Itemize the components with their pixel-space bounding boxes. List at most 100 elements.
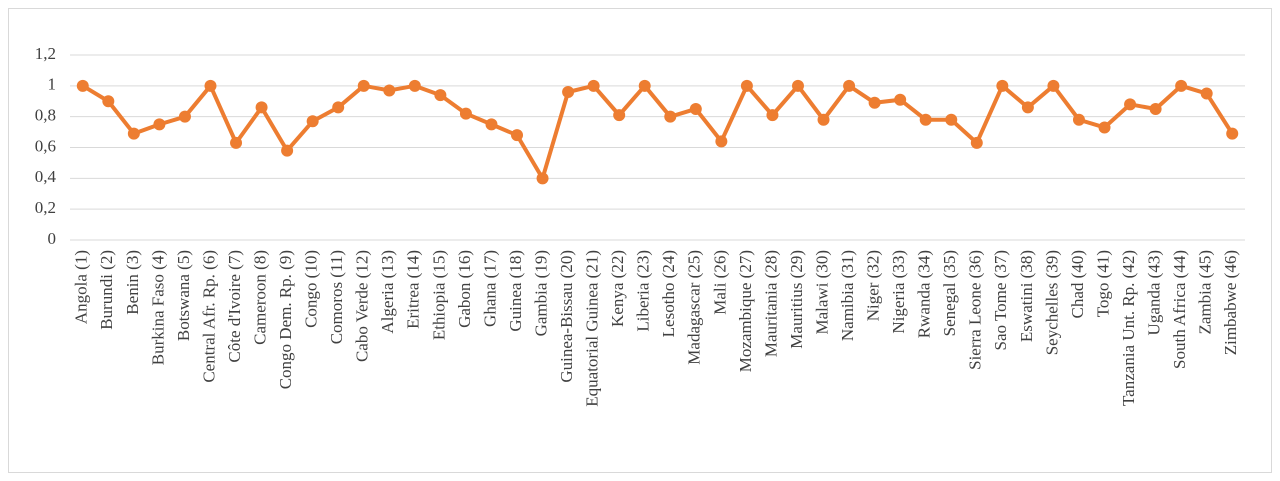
x-tick-label: Namibia (31): [838, 250, 857, 341]
data-point: [919, 113, 932, 126]
x-tick-label: Mauritius (29): [787, 250, 806, 349]
x-tick-label: Niger (32): [864, 250, 883, 321]
y-tick-label: 1: [48, 75, 57, 94]
x-tick-label: Ghana (17): [480, 250, 499, 327]
data-point: [255, 101, 268, 114]
x-tick-label: Congo (10): [302, 250, 321, 328]
x-tick-label: Zimbabwe (46): [1221, 250, 1240, 355]
data-point: [664, 110, 677, 123]
x-tick-label: Nigeria (33): [889, 250, 908, 334]
data-point: [127, 127, 140, 140]
data-point: [485, 118, 498, 131]
x-tick-label: Cabo Verde (12): [353, 250, 372, 362]
data-point: [281, 144, 294, 157]
x-tick-label: Malawi (30): [812, 250, 831, 335]
x-tick-label: Botswana (5): [174, 250, 193, 341]
x-tick-label: Gambia (19): [531, 250, 550, 336]
x-tick-label: Benin (3): [123, 250, 142, 315]
x-tick-label: Uganda (43): [1145, 250, 1164, 335]
y-tick-label: 1,2: [35, 44, 56, 63]
data-point: [689, 102, 702, 115]
data-point: [791, 79, 804, 92]
data-point: [562, 86, 575, 98]
data-point: [996, 79, 1009, 92]
x-tick-label: Mozambique (27): [736, 250, 755, 372]
data-point: [204, 79, 217, 92]
y-tick-label: 0,2: [35, 198, 56, 217]
data-point: [638, 79, 651, 92]
data-point: [511, 129, 524, 142]
x-tick-label: Liberia (23): [634, 250, 653, 332]
data-point: [1226, 127, 1239, 140]
x-tick-label: Equatorial Guinea (21): [583, 250, 602, 407]
data-point: [1072, 113, 1085, 126]
x-tick-label: Lesotho (24): [659, 250, 678, 337]
x-tick-label: Eswatini (38): [1017, 250, 1036, 342]
x-tick-label: Mauritania (28): [761, 250, 780, 357]
x-tick-label: Eritrea (14): [404, 250, 423, 329]
data-point: [970, 136, 983, 149]
x-tick-label: Madagascar (25): [685, 250, 704, 365]
data-point: [408, 79, 421, 92]
data-point: [740, 79, 753, 92]
x-tick-label: Guinea-Bissau (20): [557, 250, 576, 383]
y-tick-label: 0,6: [35, 136, 56, 155]
x-tick-label: Zambia (45): [1196, 250, 1215, 335]
data-line: [81, 83, 1234, 181]
data-point: [230, 136, 243, 149]
x-tick-label: South Africa (44): [1170, 250, 1189, 369]
data-point: [536, 172, 549, 185]
data-point: [153, 118, 166, 131]
y-tick-label: 0,4: [35, 167, 57, 186]
data-point: [332, 101, 345, 114]
data-point: [894, 93, 907, 106]
data-point: [587, 79, 600, 92]
data-point: [1021, 101, 1034, 114]
x-tick-label: Algeria (13): [378, 250, 397, 334]
data-point: [766, 109, 779, 122]
x-tick-label: Kenya (22): [608, 250, 627, 327]
x-tick-label: Congo Dem. Rp. (9): [276, 250, 295, 389]
x-tick-label: Guinea (18): [506, 250, 525, 332]
data-point: [459, 107, 472, 120]
data-point: [76, 79, 89, 92]
x-tick-label: Sao Tome (37): [991, 250, 1010, 350]
x-tick-label: Togo (41): [1093, 250, 1112, 317]
x-tick-label: Central Afr. Rp. (6): [199, 250, 218, 383]
data-point: [1200, 87, 1213, 100]
y-tick-label: 0,8: [35, 106, 56, 125]
x-tick-label: Gabon (16): [455, 250, 474, 328]
x-tick-label: Senegal (35): [940, 250, 959, 336]
x-tick-label: Sierra Leone (36): [966, 250, 985, 370]
x-tick-label: Angola (1): [72, 250, 91, 324]
x-tick-label: Ethiopia (15): [429, 250, 448, 340]
x-tick-label: Comoros (11): [327, 250, 346, 344]
data-point: [945, 113, 958, 126]
data-point: [178, 110, 191, 123]
data-point: [357, 79, 370, 92]
x-tick-label: Burkina Faso (4): [148, 250, 167, 365]
data-point: [1047, 79, 1060, 92]
x-tick-label: Cameroon (8): [250, 250, 269, 345]
y-tick-label: 0: [48, 229, 57, 248]
x-tick-label: Chad (40): [1068, 250, 1087, 318]
data-point: [1149, 102, 1162, 115]
data-point: [1124, 98, 1137, 111]
data-point: [817, 113, 830, 126]
data-point: [1175, 79, 1188, 92]
data-point: [434, 89, 447, 102]
x-tick-label: Seychelles (39): [1042, 250, 1061, 355]
x-tick-label: Mali (26): [710, 250, 729, 315]
data-point: [613, 109, 626, 122]
data-point: [1098, 121, 1111, 134]
data-point: [843, 79, 856, 92]
data-point: [102, 95, 115, 108]
x-tick-label: Rwanda (34): [915, 250, 934, 338]
data-point: [715, 135, 728, 148]
data-point: [868, 96, 881, 109]
x-tick-label: Côte d'Ivoire (7): [225, 250, 244, 363]
x-tick-label: Burundi (2): [97, 250, 116, 330]
data-point: [306, 115, 319, 128]
